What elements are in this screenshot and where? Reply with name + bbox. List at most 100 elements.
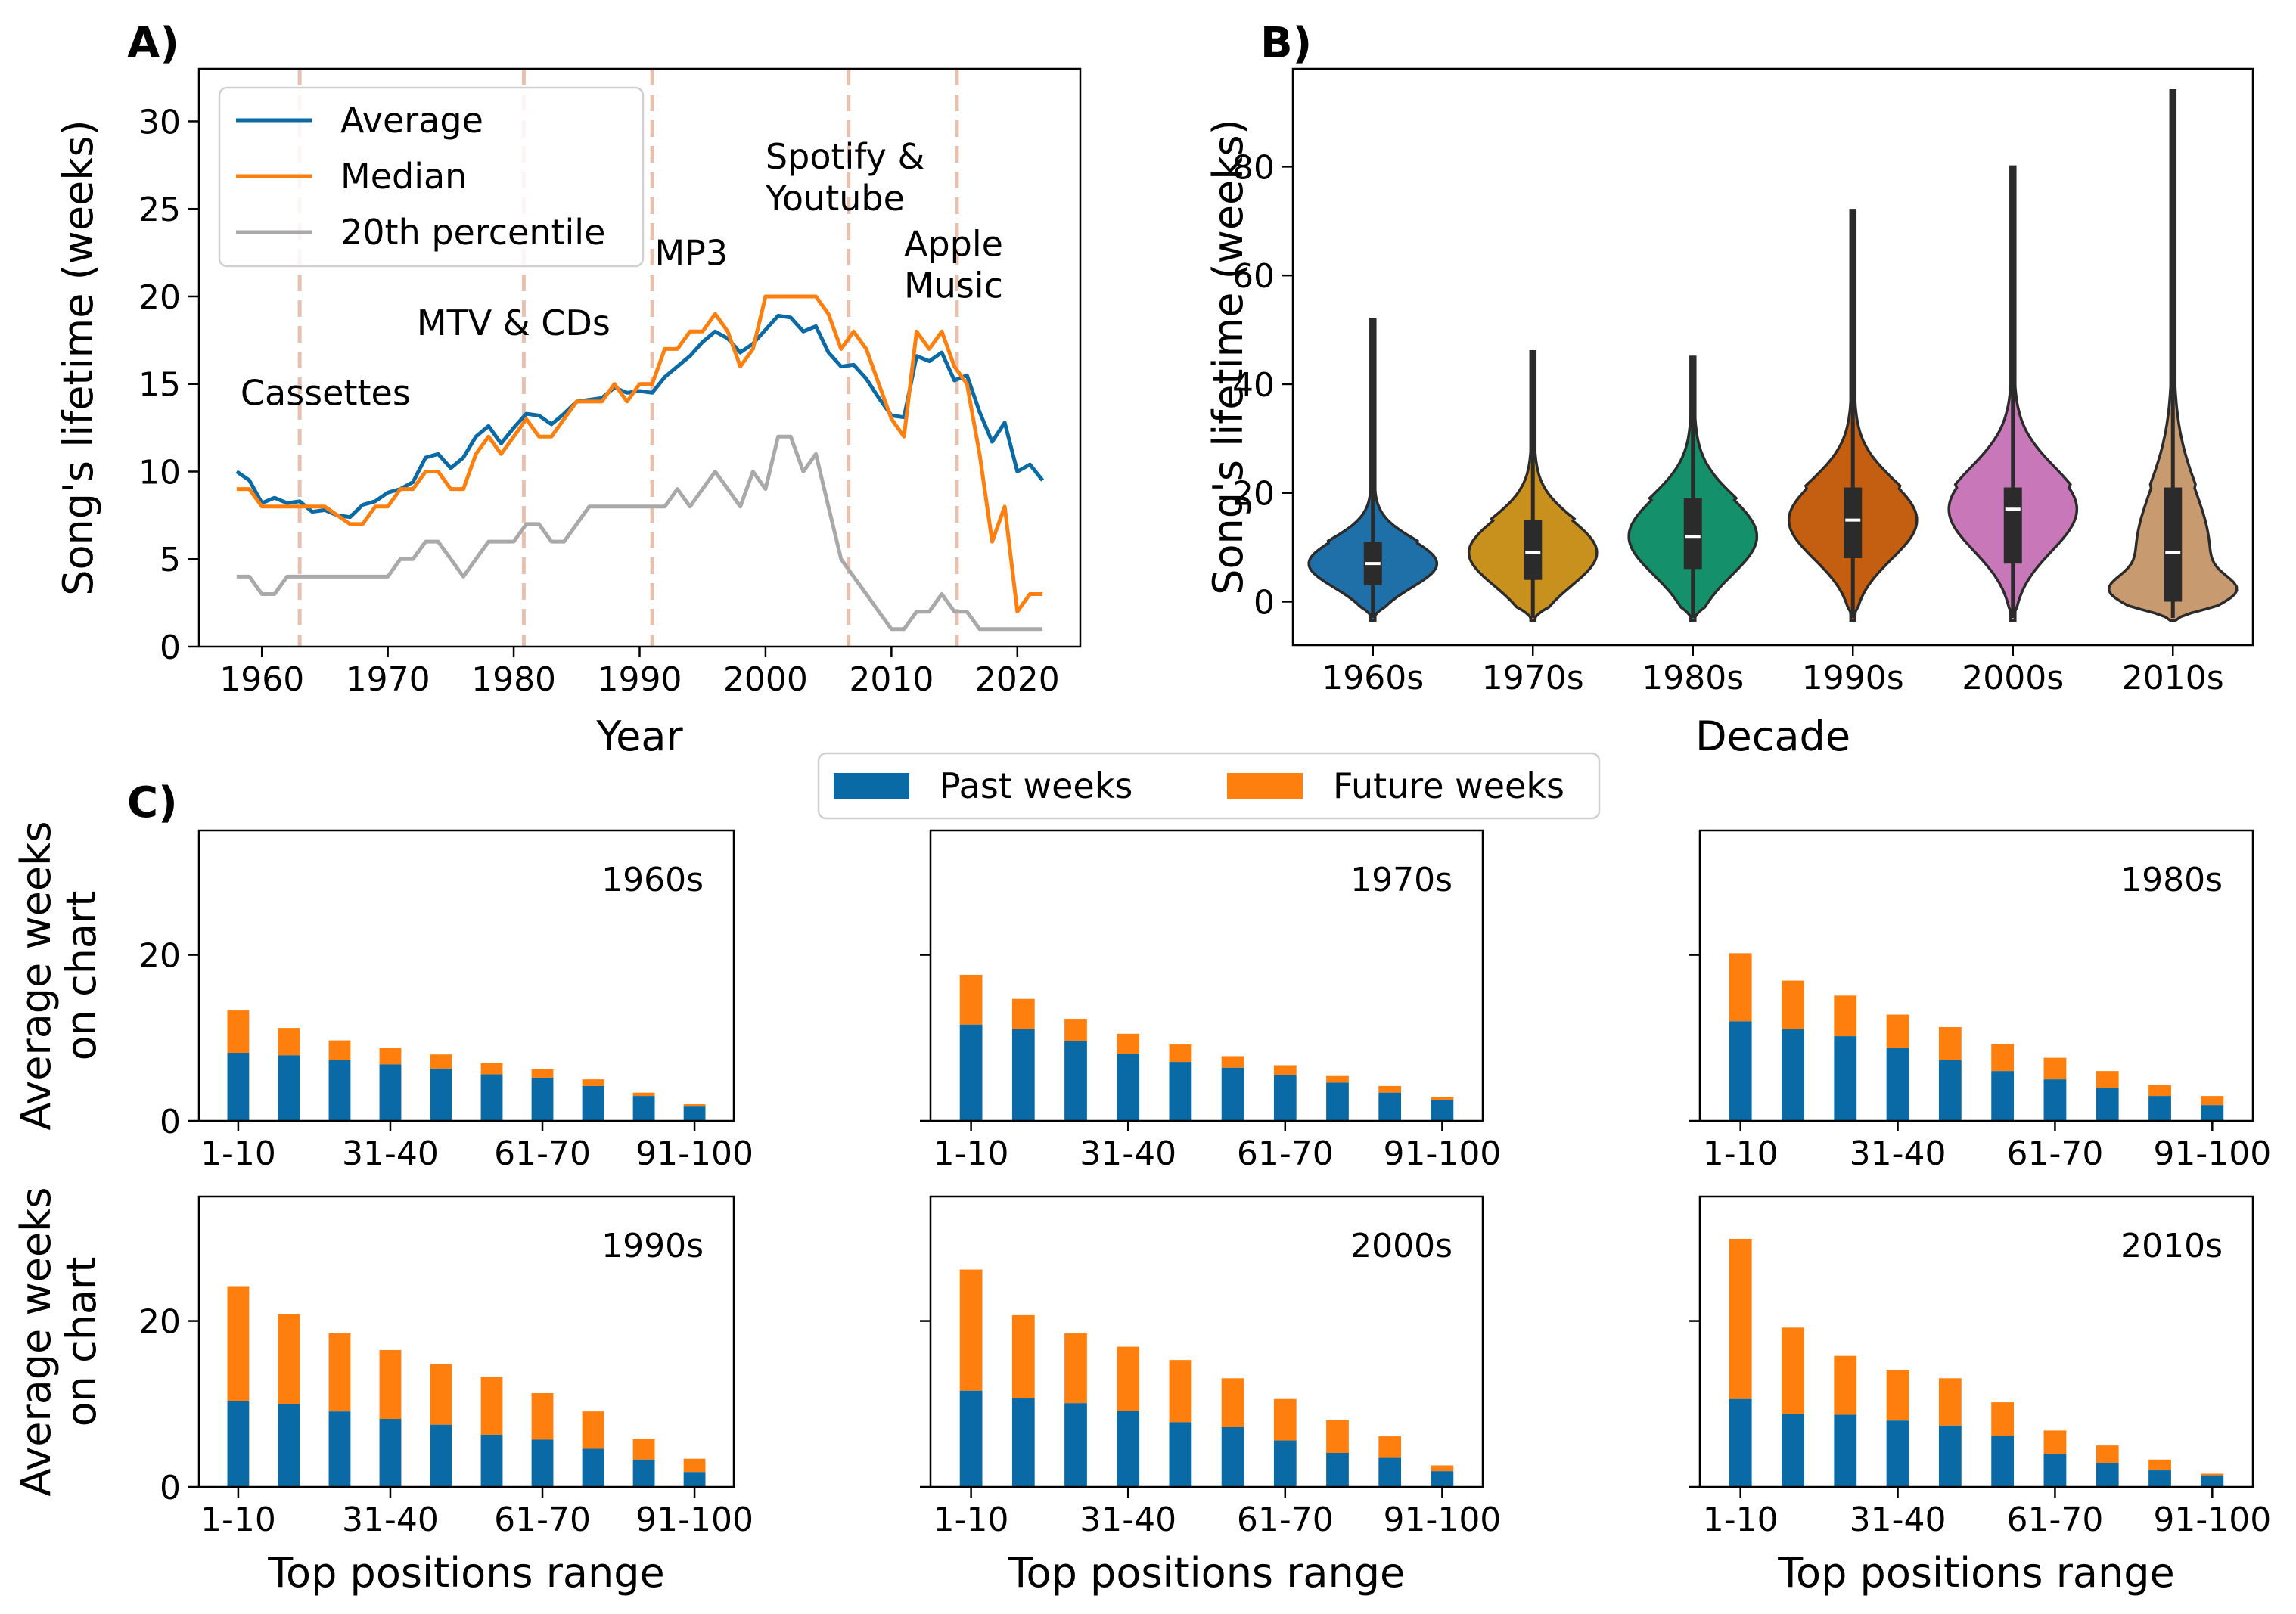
bar-past-weeks (480, 1434, 503, 1487)
era-annotation: MP3 (654, 232, 728, 273)
subplot-1970s: 1970s 1-10 31-40 61-70 91-100 (920, 829, 1501, 1173)
subplot-1980s: 1980s 1-10 31-40 61-70 91-100 (1689, 829, 2271, 1173)
bar-future-weeks (1938, 1027, 1962, 1060)
x-tick-label: 2010 (849, 660, 934, 699)
subplot-1990s: 1990s 1-10 31-40 61-70 91-100 0 20 Top position… (12, 1187, 753, 1597)
x-axis-label: Top positions range (1777, 1549, 2175, 1597)
bar-past-weeks (328, 1060, 351, 1121)
bar-future-weeks (1729, 1238, 1752, 1399)
x-tick-label: 61-70 (2007, 1501, 2104, 1539)
legend: Average Median 20th percentile (218, 86, 645, 268)
y-tick-label: 10 (138, 453, 181, 492)
bar-past-weeks (1991, 1435, 2015, 1487)
x-tick-label: 61-70 (2007, 1134, 2104, 1173)
subplot-2000s: 2000s 1-10 31-40 61-70 91-100 Top positions r… (920, 1195, 1501, 1597)
violin-iqr-box (1524, 520, 1543, 580)
bar-future-weeks (1011, 998, 1035, 1029)
bar-future-weeks (328, 1040, 351, 1060)
bar-future-weeks (1011, 1314, 1035, 1398)
legend-box (218, 86, 645, 268)
bar-future-weeks (227, 1286, 250, 1401)
bar-past-weeks (379, 1419, 402, 1487)
x-axis-label: Top positions range (1008, 1549, 1406, 1597)
era-annotation: Music (904, 265, 1003, 306)
violin-iqr-box (1844, 487, 1863, 558)
bar-future-weeks (582, 1079, 604, 1086)
bar-future-weeks (1431, 1097, 1454, 1100)
bar-past-weeks (1729, 1021, 1752, 1121)
bar-past-weeks (1991, 1071, 2015, 1121)
legend-entry-future: Future weeks (1333, 765, 1564, 806)
x-tick-label: 1-10 (1703, 1134, 1779, 1173)
x-tick-label: 2010s (2122, 659, 2224, 697)
bar-past-weeks (278, 1404, 300, 1487)
bar-past-weeks (959, 1024, 983, 1121)
bar-past-weeks (1938, 1060, 1962, 1121)
x-tick-label: 1-10 (934, 1134, 1009, 1173)
bar-future-weeks (2148, 1085, 2171, 1097)
plot-frame (197, 1195, 735, 1488)
bar-future-weeks (2201, 1473, 2224, 1476)
y-tick-label: 0 (160, 1469, 181, 1507)
bar-future-weeks (959, 1269, 983, 1391)
x-tick-label: 31-40 (342, 1501, 439, 1539)
y-axis-label: Song's lifetime (weeks) (1204, 119, 1252, 595)
x-tick-label: 1980 (471, 660, 556, 699)
x-tick-label: 1970 (346, 660, 430, 699)
bar-future-weeks (1169, 1044, 1192, 1063)
subplot-title: 1970s (1350, 861, 1452, 899)
x-tick-label: 31-40 (1080, 1134, 1176, 1173)
subplot-title: 1980s (2120, 861, 2223, 899)
x-tick-label: 91-100 (1383, 1134, 1501, 1173)
x-tick-label: 91-100 (1383, 1501, 1501, 1539)
bar-future-weeks (582, 1411, 604, 1449)
x-tick-label: 2000 (723, 660, 808, 699)
bar-past-weeks (959, 1390, 983, 1487)
bar-future-weeks (1938, 1378, 1962, 1426)
bar-future-weeks (1378, 1436, 1402, 1458)
x-axis-label: Year (595, 712, 683, 760)
x-tick-label: 1970s (1482, 659, 1584, 697)
bar-past-weeks (1431, 1100, 1454, 1121)
y-tick-label: 60 (1232, 257, 1275, 296)
x-tick-label: 91-100 (635, 1501, 753, 1539)
bar-future-weeks (1064, 1019, 1087, 1041)
plot-frame (929, 829, 1484, 1122)
y-tick-label: 25 (138, 191, 181, 229)
bar-past-weeks (379, 1064, 402, 1121)
y-tick-label: 20 (138, 1303, 181, 1342)
y-axis-label: Average weeks (12, 1187, 60, 1497)
bar-past-weeks (1273, 1075, 1297, 1121)
series-line-median (236, 294, 1043, 614)
bar-future-weeks (1834, 995, 1857, 1037)
bar-future-weeks (1169, 1360, 1192, 1423)
subplot-2010s: 2010s 1-10 31-40 61-70 91-100 Top positions r… (1689, 1195, 2271, 1597)
bar-past-weeks (2148, 1096, 2171, 1121)
plot-frame (1698, 1195, 2254, 1488)
bar-past-weeks (582, 1448, 604, 1487)
x-tick-label: 1980s (1642, 659, 1744, 697)
y-tick-label: 20 (1232, 475, 1275, 514)
panel-c-bar-charts: C) Past weeks Future weeks 1960s 1-10 31-40 61… (12, 752, 2271, 1597)
bar-past-weeks (1117, 1411, 1140, 1487)
bar-past-weeks (328, 1411, 351, 1487)
bar-future-weeks (1886, 1014, 1909, 1048)
plot-frame (197, 829, 735, 1122)
bar-future-weeks (1117, 1033, 1140, 1054)
x-tick-label: 1990 (598, 660, 682, 699)
bar-past-weeks (1011, 1398, 1035, 1487)
bar-future-weeks (1273, 1398, 1297, 1441)
bar-future-weeks (1378, 1085, 1402, 1093)
bar-past-weeks (683, 1472, 706, 1487)
bar-future-weeks (2043, 1057, 2067, 1080)
plot-frame (1698, 829, 2254, 1122)
y-axis-label: on chart (57, 1257, 105, 1427)
bar-future-weeks (1782, 1327, 1804, 1414)
bar-future-weeks (2096, 1445, 2119, 1463)
bar-past-weeks (1221, 1427, 1244, 1487)
x-tick-label: 91-100 (635, 1134, 753, 1173)
x-tick-label: 31-40 (1850, 1501, 1946, 1539)
bar-past-weeks (1729, 1398, 1752, 1487)
bar-past-weeks (1169, 1422, 1192, 1487)
y-tick-label: 20 (138, 278, 181, 317)
